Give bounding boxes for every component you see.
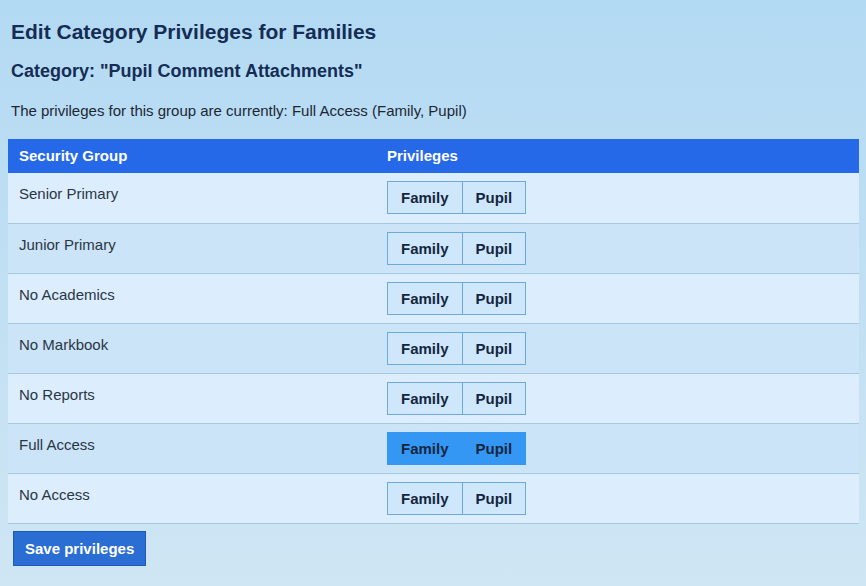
privilege-button-family[interactable]: Family — [387, 181, 463, 214]
privilege-button-group: Family Pupil — [387, 282, 859, 315]
security-group-label: Junior Primary — [8, 224, 387, 273]
table-row: No Access Family Pupil — [8, 473, 859, 523]
privilege-button-group: Family Pupil — [387, 482, 859, 515]
privilege-button-group: Family Pupil — [387, 432, 859, 465]
security-group-label: Full Access — [8, 424, 387, 473]
security-group-label: No Access — [8, 474, 387, 523]
privilege-button-pupil[interactable]: Pupil — [462, 232, 527, 265]
privilege-button-group: Family Pupil — [387, 332, 859, 365]
column-header-privileges: Privileges — [387, 147, 859, 164]
privileges-table: Security Group Privileges Senior Primary… — [8, 139, 859, 524]
privilege-button-family[interactable]: Family — [387, 482, 463, 515]
table-row: Senior Primary Family Pupil — [8, 173, 859, 223]
page: Edit Category Privileges for Families Ca… — [0, 0, 866, 586]
current-privileges-text: The privileges for this group are curren… — [11, 102, 866, 120]
security-group-label: No Reports — [8, 374, 387, 423]
table-row: No Reports Family Pupil — [8, 373, 859, 423]
category-subtitle: Category: "Pupil Comment Attachments" — [11, 61, 866, 83]
privilege-button-family[interactable]: Family — [387, 382, 463, 415]
privilege-button-pupil[interactable]: Pupil — [462, 432, 527, 465]
privilege-button-pupil[interactable]: Pupil — [462, 282, 527, 315]
page-title: Edit Category Privileges for Families — [0, 0, 866, 44]
table-header-row: Security Group Privileges — [8, 139, 859, 173]
security-group-label: No Academics — [8, 274, 387, 323]
privilege-button-pupil[interactable]: Pupil — [462, 382, 527, 415]
privilege-button-pupil[interactable]: Pupil — [462, 332, 527, 365]
table-row: No Markbook Family Pupil — [8, 323, 859, 373]
table-row: Full Access Family Pupil — [8, 423, 859, 473]
privilege-button-family[interactable]: Family — [387, 232, 463, 265]
privilege-button-pupil[interactable]: Pupil — [462, 482, 527, 515]
security-group-label: Senior Primary — [8, 173, 387, 223]
privilege-button-family[interactable]: Family — [387, 282, 463, 315]
privilege-button-group: Family Pupil — [387, 382, 859, 415]
security-group-label: No Markbook — [8, 324, 387, 373]
privilege-button-group: Family Pupil — [387, 232, 859, 265]
privilege-button-group: Family Pupil — [387, 181, 859, 214]
table-row: Junior Primary Family Pupil — [8, 223, 859, 273]
privilege-button-family[interactable]: Family — [387, 432, 463, 465]
table-body: Senior Primary Family Pupil Junior Prima… — [8, 173, 859, 523]
save-privileges-button[interactable]: Save privileges — [13, 531, 146, 566]
table-row: No Academics Family Pupil — [8, 273, 859, 323]
column-header-security-group: Security Group — [8, 147, 387, 164]
privilege-button-family[interactable]: Family — [387, 332, 463, 365]
privilege-button-pupil[interactable]: Pupil — [462, 181, 527, 214]
